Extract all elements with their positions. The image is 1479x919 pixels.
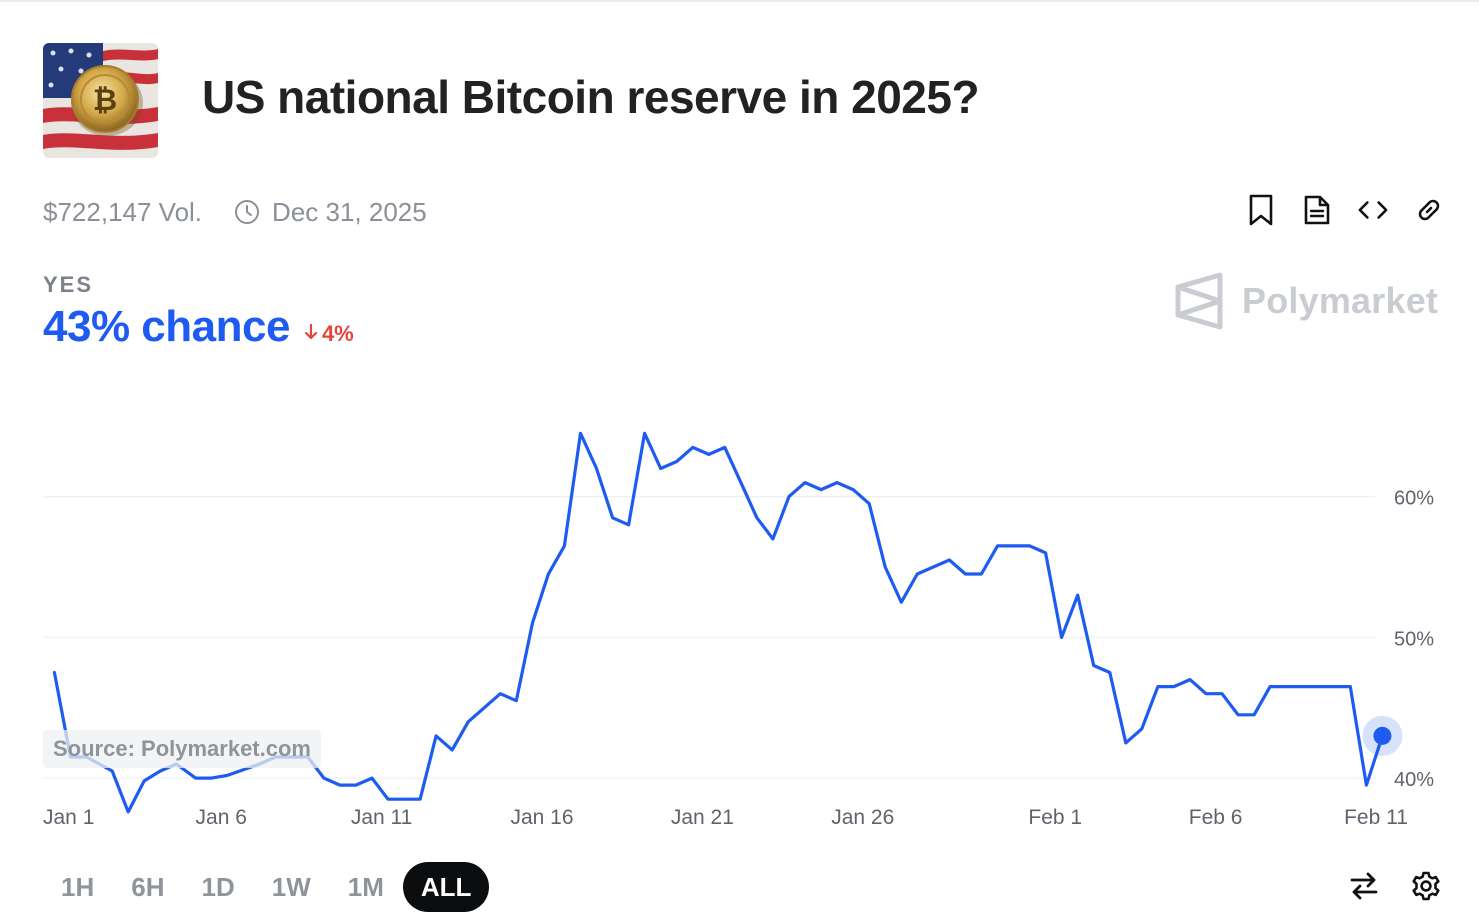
chance-display: 43% chance 4% <box>43 302 354 352</box>
time-range-selector: 1H 6H 1D 1W 1M ALL <box>43 862 490 912</box>
range-button-6h[interactable]: 6H <box>131 871 165 902</box>
brand-watermark: Polymarket <box>1174 272 1438 330</box>
copy-link-button[interactable] <box>1414 192 1444 228</box>
bookmark-button[interactable] <box>1246 192 1276 228</box>
x-tick-label: Jan 16 <box>510 806 573 829</box>
outcome-label: YES <box>43 272 94 297</box>
range-button-all[interactable]: ALL <box>402 862 490 912</box>
link-icon <box>1418 199 1440 221</box>
clock-icon <box>235 200 260 224</box>
x-tick-label: Jan 6 <box>196 806 247 829</box>
market-toolbar <box>1246 192 1444 228</box>
x-tick-label: Feb 11 <box>1344 806 1408 829</box>
svg-text:₿: ₿ <box>93 83 117 118</box>
x-tick-label: Feb 6 <box>1189 806 1243 829</box>
volume-text: $722,147 Vol. <box>43 196 203 227</box>
brand-name: Polymarket <box>1242 280 1439 321</box>
x-tick-label: Feb 1 <box>1028 806 1082 829</box>
embed-button[interactable] <box>1358 192 1388 228</box>
polymarket-logo-icon <box>1175 272 1223 330</box>
market-meta: $722,147 Vol. Dec 31, 2025 <box>43 196 427 228</box>
chart-settings-button[interactable] <box>1408 866 1444 906</box>
change-indicator: 4% <box>304 321 354 347</box>
embed-code-icon <box>1358 201 1388 219</box>
y-tick-label: 50% <box>1394 628 1434 650</box>
top-divider <box>0 0 1479 2</box>
settings-gear-icon <box>1412 871 1440 901</box>
bitcoin-flag-image: ₿ <box>43 43 158 158</box>
y-tick-label: 40% <box>1394 769 1434 791</box>
x-tick-label: Jan 21 <box>671 806 734 829</box>
current-point-marker[interactable] <box>1373 726 1392 745</box>
range-button-1m[interactable]: 1M <box>347 871 384 902</box>
swap-outcome-button[interactable] <box>1346 866 1382 906</box>
x-tick-label: Jan 1 <box>43 806 94 829</box>
swap-icon <box>1350 872 1378 900</box>
market-thumbnail: ₿ <box>43 43 158 158</box>
x-tick-label: Jan 26 <box>831 806 894 829</box>
arrow-down-icon <box>304 323 318 340</box>
x-tick-label: Jan 11 <box>351 806 413 829</box>
range-button-1w[interactable]: 1W <box>271 871 311 902</box>
range-button-1d[interactable]: 1D <box>201 871 235 902</box>
end-date-text: Dec 31, 2025 <box>272 196 427 227</box>
market-title: US national Bitcoin reserve in 2025? <box>202 71 980 123</box>
chart-controls <box>1346 866 1444 906</box>
change-value: 4% <box>321 321 354 346</box>
resolution-doc-button[interactable] <box>1302 192 1332 228</box>
y-tick-label: 60% <box>1394 488 1434 510</box>
document-icon <box>1304 195 1330 225</box>
chance-value: 43% chance <box>43 302 290 351</box>
range-button-1h[interactable]: 1H <box>61 871 95 902</box>
bookmark-icon <box>1249 194 1273 226</box>
price-history-chart: 40% 50% 60% Jan 1 Jan 6 Jan 11 Jan 16 Jan 21 Ja… <box>43 431 1434 829</box>
source-note: Source: Polymarket.com <box>43 730 321 768</box>
